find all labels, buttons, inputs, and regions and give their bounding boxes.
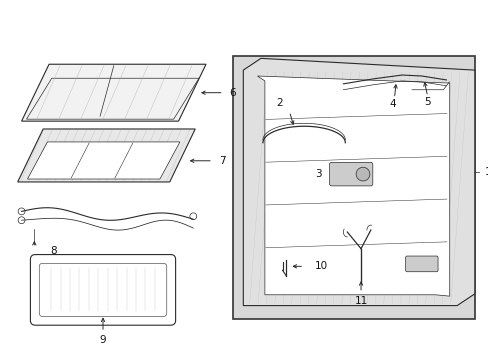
Text: 3: 3 [315,169,322,179]
Text: 9: 9 [100,335,106,345]
Text: 8: 8 [51,246,57,256]
Bar [233,57,474,319]
Text: 7: 7 [218,156,225,166]
Text: 5: 5 [424,98,430,108]
Polygon shape [26,78,199,119]
Text: 6: 6 [229,88,236,98]
Polygon shape [27,142,180,179]
Polygon shape [243,58,474,306]
Circle shape [355,167,369,181]
Text: 11: 11 [354,296,367,306]
Text: 2: 2 [276,99,283,108]
Text: 1: 1 [484,167,488,177]
Polygon shape [257,76,449,296]
Text: 10: 10 [314,261,327,271]
FancyBboxPatch shape [39,264,166,316]
FancyBboxPatch shape [405,256,437,272]
FancyBboxPatch shape [329,162,372,186]
Text: 4: 4 [388,99,395,109]
Polygon shape [18,129,195,182]
Polygon shape [21,64,205,121]
FancyBboxPatch shape [30,255,175,325]
